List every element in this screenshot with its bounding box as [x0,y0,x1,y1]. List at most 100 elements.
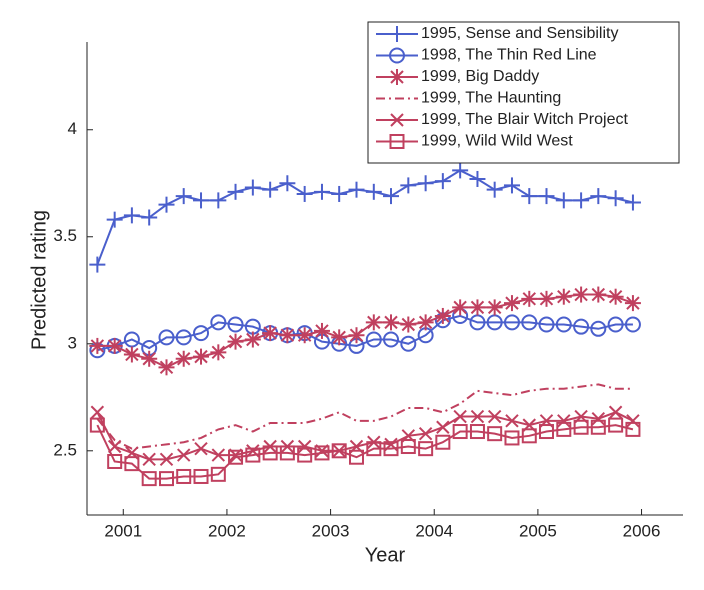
marker [389,26,405,42]
marker [331,329,348,346]
marker-stroke [228,334,243,349]
marker-square [435,434,451,450]
marker-stroke [142,352,156,366]
marker-square [452,424,468,440]
marker [159,452,174,467]
marker-square [608,417,624,433]
marker-square [348,449,364,465]
marker [141,471,157,487]
marker [348,327,365,344]
marker-circle [383,331,400,348]
legend: 1995, Sense and Sensibility 1998, The Thi… [367,21,680,164]
marker-stroke [194,441,208,456]
marker [123,207,140,224]
marker [400,335,417,352]
marker [227,333,244,350]
marker-circle [624,316,641,333]
marker-stroke [349,328,364,342]
marker-circle [521,314,538,331]
marker-stroke [390,70,404,84]
marker [279,327,296,344]
marker [624,194,641,211]
marker-stroke [390,113,404,127]
marker [279,175,296,192]
marker [193,468,209,484]
marker [366,441,382,457]
marker [418,441,434,457]
marker-stroke [487,409,502,424]
marker [365,314,382,331]
marker-square [366,441,382,457]
marker-square [89,417,105,433]
marker-circle [158,329,175,346]
marker [487,409,502,424]
marker [538,290,555,307]
marker [175,188,192,205]
marker-square [124,456,140,472]
marker-circle [400,335,417,352]
marker-stroke [436,309,450,323]
marker-stroke [159,452,174,467]
series-line [97,314,633,352]
marker [390,113,404,127]
marker-stroke [505,296,519,310]
marker [348,449,364,465]
marker [538,316,555,333]
marker [210,466,226,482]
marker-circle [175,329,192,346]
marker [452,424,468,440]
marker-circle [538,316,555,333]
marker-stroke [539,292,554,306]
marker [469,299,486,316]
marker [504,430,520,446]
marker-square [556,421,572,437]
marker [383,314,400,331]
marker [608,405,623,419]
marker-square [625,421,641,437]
marker [555,192,572,209]
marker [434,173,451,190]
y-tick-label: 3 [68,333,77,352]
marker-square [297,447,313,463]
marker [313,183,330,200]
legend-label: 1999, Big Daddy [421,68,539,85]
marker-circle [210,314,227,331]
marker [89,256,106,273]
marker [607,190,624,207]
marker [193,192,210,209]
marker [556,421,572,437]
marker-circle [365,331,382,348]
marker-stroke [557,414,571,428]
marker [177,448,191,462]
marker [141,209,158,226]
marker [365,331,382,348]
marker-stroke [107,339,122,353]
series-line [96,411,634,461]
marker-stroke [487,300,502,315]
legend-label: 1999, The Blair Witch Project [421,111,628,128]
marker [296,327,313,344]
y-tick-label: 3.5 [53,226,77,245]
marker [469,170,486,187]
marker [159,471,175,487]
marker-square [279,445,295,461]
marker [176,468,192,484]
marker [123,346,140,363]
marker [389,134,405,149]
legend-label: 1999, The Haunting [421,90,561,107]
marker [538,188,555,205]
marker [158,329,175,346]
marker-circle [503,314,520,331]
marker [227,183,244,200]
marker [228,449,244,465]
marker [106,211,123,228]
marker [607,288,624,305]
marker [503,177,520,194]
marker-stroke [177,352,191,366]
marker-stroke [211,345,226,360]
marker [106,337,123,354]
marker-square [400,439,416,455]
marker [521,428,537,444]
marker-stroke [505,414,519,428]
